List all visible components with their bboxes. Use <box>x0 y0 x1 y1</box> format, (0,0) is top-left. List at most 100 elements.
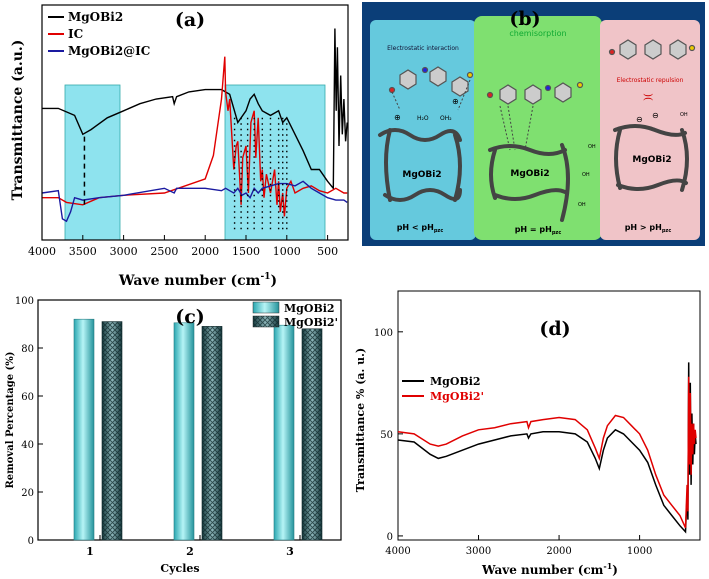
panel-d-ytick-2: 100 <box>374 328 393 339</box>
panel-a: 4000 3500 3000 2500 2000 1500 1000 500 (a) Tran… <box>10 4 349 289</box>
interaction-line-3 <box>524 105 534 151</box>
panel-a-dotted-markers <box>83 117 288 233</box>
panel-a-xtick-5: 1500 <box>232 245 260 258</box>
strand-1d <box>560 143 570 222</box>
panel-c-ytick-3: 60 <box>21 392 34 403</box>
panel-b-plus-1: ⊕ <box>452 97 459 106</box>
panel-d-xlabel-main: Wave number (cm <box>481 563 604 577</box>
panel-d-xlabel: Wave number (cm-1) <box>481 561 618 577</box>
panel-a-xtick-2: 3000 <box>110 245 138 258</box>
panel-d-yticks: 0 50 100 <box>374 328 403 543</box>
bar-mgobi2p-hatch-cycle-2 <box>202 326 222 540</box>
panel-a-series-2 <box>41 180 348 223</box>
strand-2a <box>613 124 687 137</box>
strand-0a <box>378 128 462 142</box>
panel-a-xtick-0: 4000 <box>28 245 56 258</box>
molecule-0-ring-b <box>429 66 447 87</box>
strand-1a <box>488 144 567 156</box>
panel-d-series <box>397 362 697 534</box>
panel-b-ph-2-main: pH > pH <box>625 223 662 232</box>
panel-c-ytick-4: 80 <box>21 344 34 355</box>
molecule-0-atom-red <box>388 86 396 94</box>
panel-d-ytick-1: 50 <box>380 430 393 441</box>
strand-0c <box>384 128 392 202</box>
legend-d-label-0: MgOBi2 <box>430 375 481 388</box>
panel-d-frame <box>397 290 701 541</box>
panel-a-xticks: 4000 3500 3000 2500 2000 1500 1000 500 <box>28 235 338 258</box>
panel-b-ph-0-main: pH < pH <box>397 223 434 232</box>
panel-b-ph-2-sub: pzc <box>662 228 671 234</box>
legend-c-label-1: MgOBi2' <box>284 316 338 329</box>
panel-b-material-2: MgOBi2 <box>632 155 671 165</box>
panel-c-xtick-1: 2 <box>186 545 194 558</box>
panel-b-molecule-0 <box>388 66 474 97</box>
molecule-2-ring-a <box>619 39 637 60</box>
molecule-1-ring-c <box>554 82 572 103</box>
panel-b-oh-0: OH <box>588 144 596 150</box>
panel-b-title-1: chemisorption <box>509 29 566 38</box>
panel-d-ytick-0: 0 <box>387 532 393 543</box>
panel-b-section-1 <box>474 16 602 240</box>
panel-b-h2o: H₂O <box>417 115 429 122</box>
panel-b-label: (b) <box>509 8 540 30</box>
molecule-1-atom-yellow <box>576 81 584 89</box>
interaction-line-4 <box>499 105 511 151</box>
strand-0d <box>453 133 462 202</box>
panel-b-oh2: OH₂ <box>440 115 452 122</box>
molecule-0-ring-c <box>451 76 469 97</box>
panel-a-highlight-fingerprint <box>224 84 326 241</box>
panel-b-title-0: Electrostatic interaction <box>387 45 459 52</box>
interaction-line-1 <box>457 79 471 111</box>
panel-b-oh-2: OH <box>578 202 586 208</box>
panel-d-label: (d) <box>539 318 570 340</box>
panel-d-xlabel-end: ) <box>612 563 618 577</box>
panel-b-ph-0-sub: pzc <box>434 228 443 234</box>
panel-a-xlabel-end: ) <box>270 273 277 289</box>
legend-a-label-0: MgOBi2 <box>68 10 123 24</box>
bar-mgobi2p-hatch-cycle-1 <box>102 321 122 540</box>
molecule-1-ring-b <box>524 84 542 105</box>
panel-a-highlight-oh <box>64 84 121 241</box>
molecule-2-ring-c <box>669 39 687 60</box>
strand-1b <box>493 188 567 201</box>
panel-a-label: (a) <box>175 9 205 31</box>
panel-d-xtick-1: 3000 <box>466 546 491 557</box>
strand-2d <box>680 128 689 192</box>
panel-c-xtick-0: 1 <box>86 545 94 558</box>
panel-c-ylabel: Removal Percentage (%) <box>5 352 16 489</box>
molecule-2-atom-red <box>608 48 616 56</box>
panel-a-series-1 <box>42 56 348 217</box>
panel-b-material-1: MgOBi2 <box>510 169 549 179</box>
molecule-0-ring-a <box>399 69 417 90</box>
molecule-1-atom-red <box>486 91 494 99</box>
panel-a-xtick-3: 2500 <box>150 245 178 258</box>
panel-b-molecule-1 <box>486 81 584 105</box>
bar-mgobi2-cycle-1 <box>73 318 95 541</box>
panel-c-xtick-2: 3 <box>286 545 294 558</box>
panel-d-xtick-0: 4000 <box>385 546 410 557</box>
bar-mgobi2-cycle-2 <box>173 322 195 541</box>
panel-c-xticks: 1 2 3 <box>86 535 301 558</box>
panel-b-wave: )( <box>642 93 653 101</box>
panel-b: (b) Electrostatic interaction chemisorpt… <box>362 2 705 246</box>
panel-d-xlabel-sup: -1 <box>603 561 612 571</box>
panel-d-xtick-3: 1000 <box>627 546 652 557</box>
panel-b-ph-2: pH > pHpzc <box>625 223 672 234</box>
panel-b-material-strands <box>378 124 689 222</box>
panel-c-legend: MgOBi2 MgOBi2' <box>252 301 338 329</box>
panel-c: 0 20 40 60 80 100 1 2 3 (c) Removal Percentage … <box>5 296 342 575</box>
panel-b-material-0: MgOBi2 <box>402 170 441 180</box>
panel-d: 0 50 100 4000 3000 2000 1000 (d) Transmittanc… <box>354 290 701 577</box>
panel-c-ytick-1: 20 <box>21 488 34 499</box>
molecule-2-atom-yellow <box>688 44 696 52</box>
panel-d-xticks: 4000 3000 2000 1000 <box>385 535 652 557</box>
panel-c-ytick-0: 0 <box>28 536 34 547</box>
interaction-line-0 <box>391 91 401 111</box>
strand-2c <box>614 128 622 190</box>
molecule-0-atom-blue <box>421 66 429 74</box>
panel-b-plus-0: ⊕ <box>394 113 401 122</box>
panel-b-ph-1-sub: pzc <box>552 230 561 236</box>
panel-a-series-0 <box>42 28 348 191</box>
panel-b-title-2: Electrostatic repulsion <box>617 77 684 84</box>
